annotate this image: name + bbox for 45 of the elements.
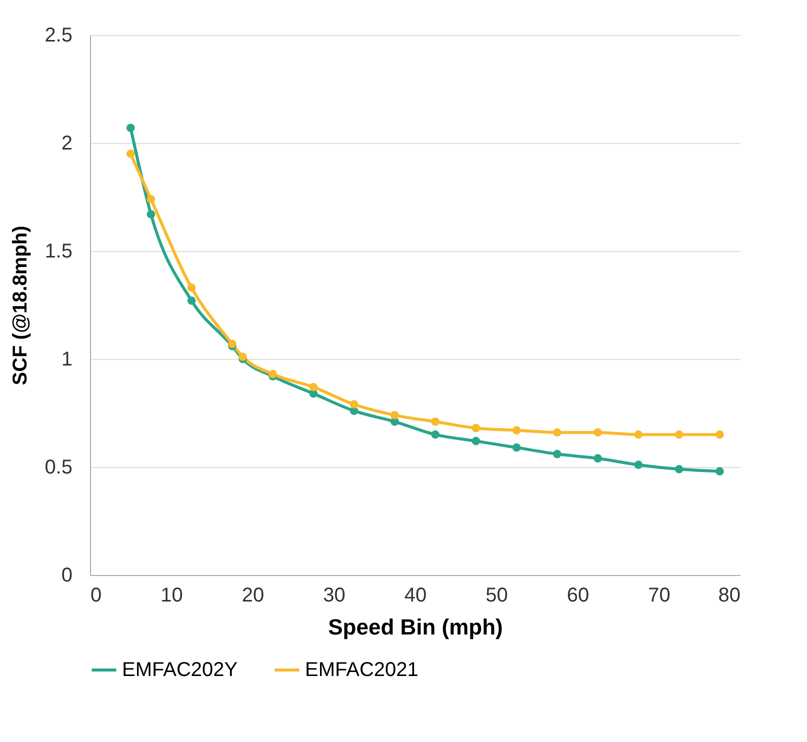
legend-label: EMFAC2021 <box>305 659 418 681</box>
point <box>126 150 135 158</box>
point <box>126 124 135 132</box>
point <box>716 430 724 439</box>
point <box>553 450 562 458</box>
point <box>146 194 156 204</box>
point <box>146 210 156 218</box>
point <box>187 284 196 292</box>
point <box>634 460 643 470</box>
y-tick-label: 2 <box>61 132 72 154</box>
x-tick-label: 40 <box>404 584 427 606</box>
point <box>634 430 643 439</box>
x-tick-label: 10 <box>160 584 183 606</box>
point <box>553 428 562 437</box>
y-axis-title: SCF (@18.8mph) <box>10 226 32 386</box>
x-tick-label: 30 <box>323 584 346 606</box>
y-tick-label: 1.5 <box>44 240 72 262</box>
point <box>472 436 480 446</box>
point <box>431 417 440 426</box>
point <box>350 400 358 409</box>
y-tick-label: 2.5 <box>44 24 72 46</box>
x-tick-label: 50 <box>486 584 508 606</box>
y-tick-label: 1 <box>61 348 72 370</box>
point <box>268 370 277 378</box>
point <box>309 382 318 392</box>
x-tick-label: 80 <box>718 584 740 606</box>
point <box>594 454 602 463</box>
point <box>594 428 602 437</box>
x-tick-label: 20 <box>242 584 264 606</box>
point <box>390 410 399 420</box>
point <box>472 424 480 432</box>
x-tick-label: 60 <box>566 584 590 606</box>
y-tick-label: 0.5 <box>44 456 72 478</box>
x-tick-label: 70 <box>648 584 670 606</box>
x-tick-label: 0 <box>90 584 102 606</box>
point <box>431 430 440 439</box>
y-tick-label: 0 <box>61 564 72 586</box>
point <box>674 430 684 439</box>
x-axis-title: Speed Bin (mph) <box>328 614 503 640</box>
point <box>512 426 521 434</box>
legend-label: EMFAC202Y <box>122 659 238 681</box>
point <box>187 296 196 305</box>
point <box>512 443 521 452</box>
point <box>716 467 724 476</box>
point <box>674 464 684 474</box>
